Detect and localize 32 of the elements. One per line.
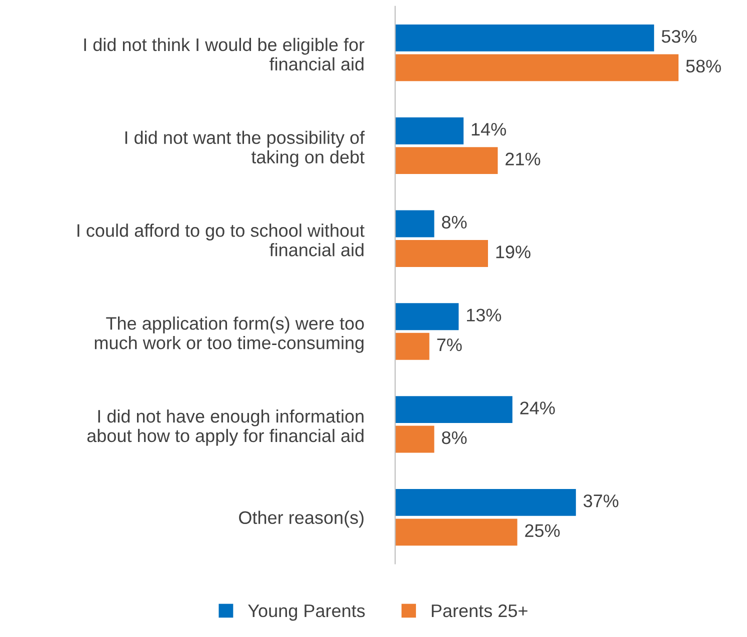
data-label: 58% xyxy=(686,60,721,73)
bar xyxy=(395,24,654,52)
data-label: 24% xyxy=(520,402,555,414)
bar xyxy=(395,210,434,238)
legend-label: Young Parents xyxy=(248,604,365,621)
data-label: 19% xyxy=(496,246,530,258)
bar xyxy=(395,396,512,424)
bar xyxy=(395,303,459,330)
bar xyxy=(395,54,679,82)
data-label: 7% xyxy=(437,338,462,352)
y-tick-label: I could afford to go to school without financial aid xyxy=(78,224,364,256)
data-label: 8% xyxy=(442,216,467,229)
data-label: 37% xyxy=(584,494,618,508)
data-label: 53% xyxy=(662,30,697,43)
y-tick-label: Other reason(s) xyxy=(239,510,364,528)
bar xyxy=(395,117,464,144)
y-tick-label: The application form(s) were too much work or too time-consuming xyxy=(94,316,364,353)
bar xyxy=(395,518,518,546)
data-label: 21% xyxy=(506,152,540,166)
data-label: 14% xyxy=(472,122,506,136)
data-label: 13% xyxy=(466,308,502,322)
bar xyxy=(395,332,430,360)
bar xyxy=(395,147,498,174)
y-tick-label: I did not want the possibility of taking on debt xyxy=(125,130,365,168)
legend-label: Parents 25+ xyxy=(432,604,528,618)
data-label: 8% xyxy=(442,431,467,444)
data-label: 25% xyxy=(525,524,560,538)
bar xyxy=(395,426,434,453)
bar xyxy=(395,488,576,516)
y-tick-label: I did not think I would be eligible for financial aid xyxy=(84,38,364,71)
y-tick-label: I did not have enough information about how to apply for financial aid xyxy=(87,409,364,446)
bar xyxy=(395,240,488,267)
